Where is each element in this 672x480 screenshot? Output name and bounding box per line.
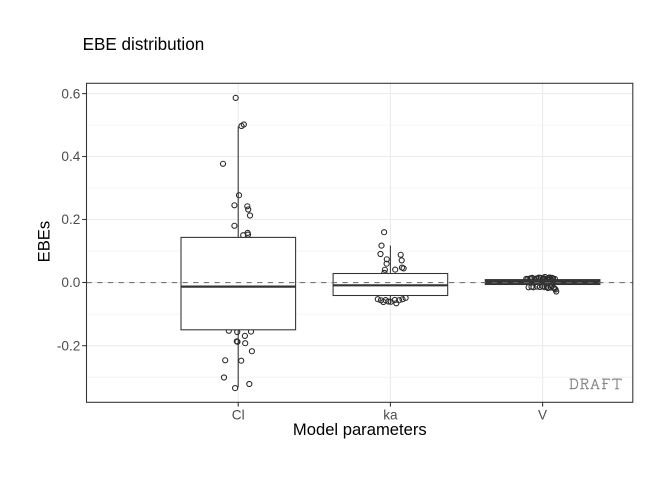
svg-text:EBE distribution: EBE distribution: [83, 35, 205, 54]
svg-text:-0.2: -0.2: [57, 338, 80, 353]
svg-text:0.2: 0.2: [61, 212, 80, 227]
svg-text:0.0: 0.0: [61, 275, 80, 290]
svg-text:V: V: [538, 408, 547, 423]
svg-text:Model parameters: Model parameters: [293, 420, 427, 439]
svg-text:Cl: Cl: [232, 408, 245, 423]
svg-text:0.4: 0.4: [61, 149, 80, 164]
svg-text:0.6: 0.6: [61, 86, 80, 101]
svg-text:EBEs: EBEs: [34, 221, 53, 263]
svg-text:ka: ka: [383, 408, 398, 423]
